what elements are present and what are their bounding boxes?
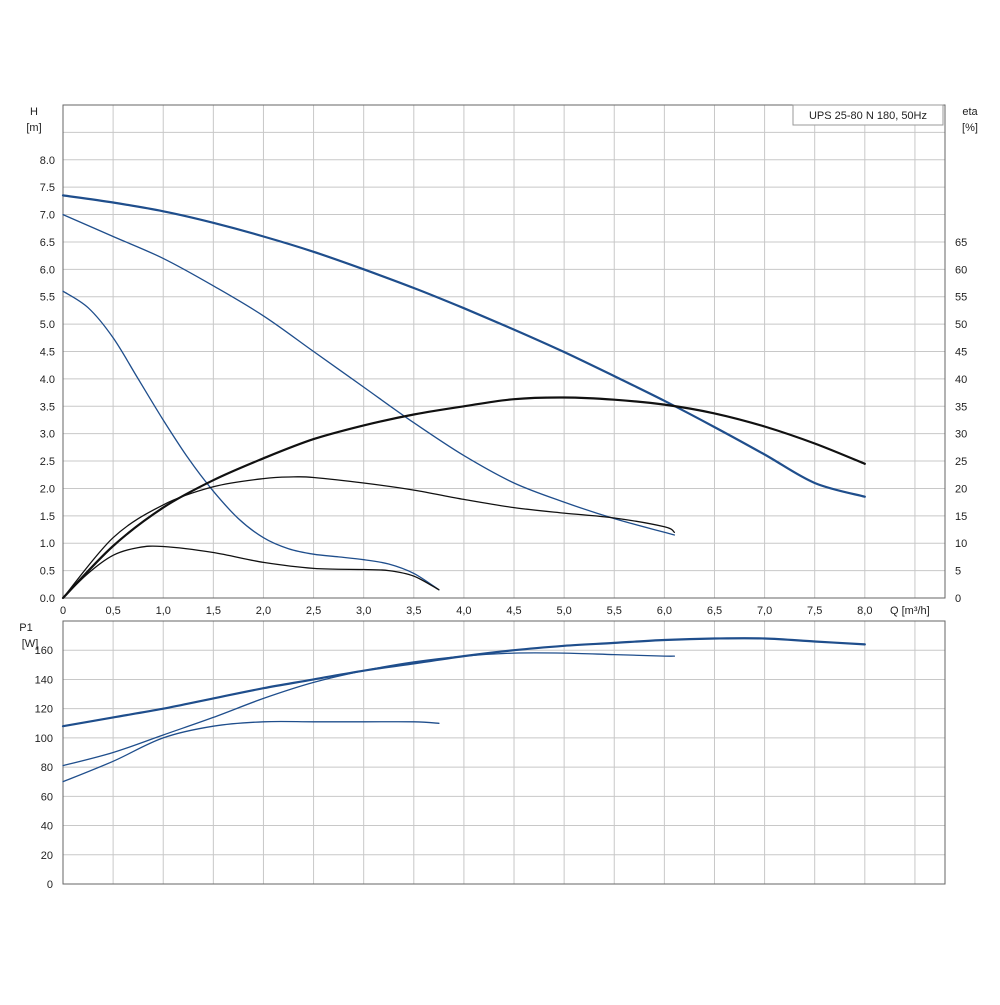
- p1-tick-label: 40: [41, 821, 53, 833]
- bottom-plot-frame: [62, 620, 946, 885]
- h-tick-label: 3.5: [40, 401, 55, 413]
- eta-tick-label: 45: [955, 347, 967, 359]
- efficiency-curve-4: [61, 396, 866, 600]
- p1-axis-unit: [W]: [22, 638, 39, 650]
- h-tick-label: 0.5: [40, 566, 55, 578]
- eta-tick-label: 20: [955, 483, 967, 495]
- eta-tick-label: 5: [955, 566, 961, 578]
- h-tick-label: 5.0: [40, 319, 55, 331]
- x-tick-label: 5,5: [607, 605, 622, 617]
- p1-tick-label: 100: [35, 733, 53, 745]
- eta-tick-label: 55: [955, 292, 967, 304]
- h-tick-label: 4.0: [40, 374, 55, 386]
- x-tick-label: 0: [60, 605, 66, 617]
- eta-tick-label: 40: [955, 374, 967, 386]
- h-tick-label: 3.0: [40, 429, 55, 441]
- x-axis-label: Q [m³/h]: [890, 605, 930, 617]
- x-tick-label: 8,0: [857, 605, 872, 617]
- h-tick-label: 7.0: [40, 210, 55, 222]
- top-plot-frame: [62, 104, 946, 599]
- chart-title: UPS 25-80 N 180, 50Hz: [809, 110, 927, 122]
- eta-tick-label: 30: [955, 429, 967, 441]
- eta-axis-unit: [%]: [962, 122, 978, 134]
- x-tick-label: 6,5: [707, 605, 722, 617]
- h-axis-unit: [m]: [26, 122, 41, 134]
- eta-axis-name: eta: [962, 106, 978, 118]
- x-tick-label: 3,0: [356, 605, 371, 617]
- p1-axis-name: P1: [19, 622, 32, 634]
- x-tick-label: 7,0: [757, 605, 772, 617]
- h-tick-label: 0.0: [40, 593, 55, 605]
- eta-tick-label: 25: [955, 456, 967, 468]
- x-tick-label: 2,0: [256, 605, 271, 617]
- x-tick-label: 1,0: [156, 605, 171, 617]
- p1-tick-label: 160: [35, 645, 53, 657]
- x-tick-label: 4,5: [506, 605, 521, 617]
- x-tick-label: 3,5: [406, 605, 421, 617]
- head-curve-1: [61, 194, 866, 498]
- x-tick-label: 6,0: [657, 605, 672, 617]
- eta-tick-label: 15: [955, 511, 967, 523]
- eta-tick-label: 35: [955, 401, 967, 413]
- x-tick-label: 7,5: [807, 605, 822, 617]
- h-tick-label: 4.5: [40, 347, 55, 359]
- efficiency-curve-5: [62, 476, 676, 599]
- p1-tick-label: 140: [35, 674, 53, 686]
- head-curve-2: [62, 213, 676, 536]
- h-tick-label: 1.5: [40, 511, 55, 523]
- x-tick-label: 1,5: [206, 605, 221, 617]
- x-tick-label: 4,0: [456, 605, 471, 617]
- x-tick-label: 0,5: [105, 605, 120, 617]
- h-tick-label: 6.0: [40, 264, 55, 276]
- p1-tick-label: 120: [35, 704, 53, 716]
- h-tick-label: 5.5: [40, 292, 55, 304]
- eta-tick-label: 10: [955, 538, 967, 550]
- eta-tick-label: 65: [955, 237, 967, 249]
- p1-tick-label: 80: [41, 762, 53, 774]
- h-axis-name: H: [30, 106, 38, 118]
- h-tick-label: 8.0: [40, 155, 55, 167]
- p1-tick-label: 0: [47, 879, 53, 891]
- power-curve-3: [62, 720, 440, 783]
- x-tick-label: 2,5: [306, 605, 321, 617]
- p1-tick-label: 60: [41, 791, 53, 803]
- h-tick-label: 2.0: [40, 483, 55, 495]
- h-tick-label: 1.0: [40, 538, 55, 550]
- eta-tick-label: 0: [955, 593, 961, 605]
- p1-tick-label: 20: [41, 850, 53, 862]
- x-tick-label: 5,0: [556, 605, 571, 617]
- h-tick-label: 2.5: [40, 456, 55, 468]
- head-curve-3: [62, 290, 440, 591]
- efficiency-curve-6: [62, 545, 440, 599]
- h-tick-label: 7.5: [40, 182, 55, 194]
- power-curve-2: [62, 652, 676, 767]
- h-tick-label: 6.5: [40, 237, 55, 249]
- eta-tick-label: 50: [955, 319, 967, 331]
- chart-title-box: [792, 104, 944, 126]
- eta-tick-label: 60: [955, 264, 967, 276]
